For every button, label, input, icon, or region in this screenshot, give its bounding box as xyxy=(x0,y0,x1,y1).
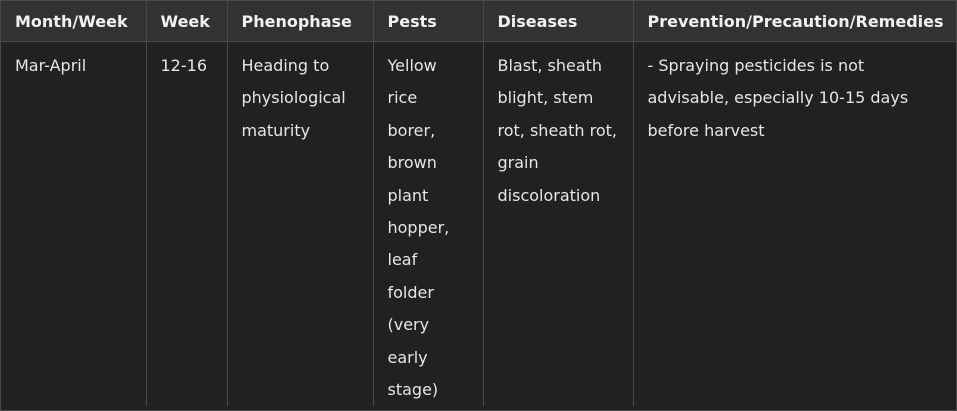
table-header: Month/Week Week Phenophase Pests Disease… xyxy=(1,1,956,42)
cell-week: 12-16 xyxy=(146,41,228,407)
table-row: Mar-April 12-16 Heading to physiological… xyxy=(1,41,956,407)
cell-phenophase: Heading to physiological maturity xyxy=(227,41,374,407)
header-diseases: Diseases xyxy=(483,1,634,42)
header-pests: Pests xyxy=(373,1,484,42)
header-remedies: Prevention/Precaution/Remedies xyxy=(633,1,956,42)
cell-pests: Yellow rice borer, brown plant hopper, l… xyxy=(373,41,484,407)
cell-diseases: Blast, sheath blight, stem rot, sheath r… xyxy=(483,41,634,407)
cell-month: Mar-April xyxy=(1,41,147,407)
header-week: Week xyxy=(146,1,228,42)
header-phenophase: Phenophase xyxy=(227,1,374,42)
table-body: Mar-April 12-16 Heading to physiological… xyxy=(1,41,956,407)
header-row: Month/Week Week Phenophase Pests Disease… xyxy=(1,1,956,42)
header-month-week: Month/Week xyxy=(1,1,147,42)
cell-remedies: - Spraying pesticides is not advisable, … xyxy=(647,56,909,140)
